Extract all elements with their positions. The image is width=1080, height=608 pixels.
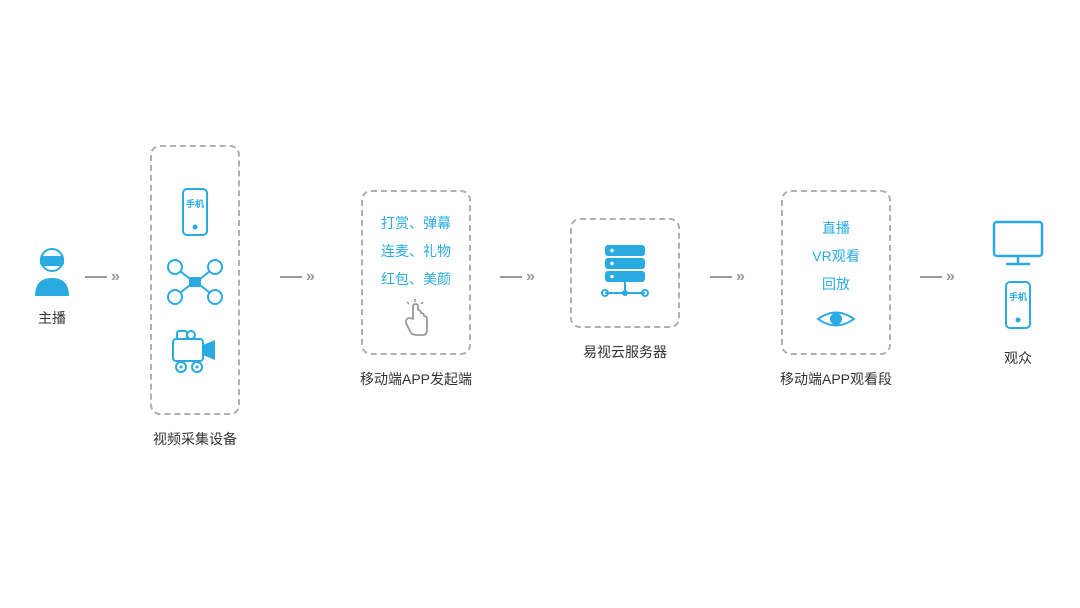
node-app-sender: 打赏、弹幕 连麦、礼物 红包、美颜 移动端APP发起端 (360, 190, 472, 389)
node-capture-label: 视频采集设备 (153, 429, 237, 449)
camera-icon (167, 327, 223, 373)
node-server-label: 易视云服务器 (583, 342, 667, 362)
svg-text:手机: 手机 (1009, 291, 1027, 302)
node-app-viewer-label: 移动端APP观看段 (780, 369, 892, 389)
feature-0: 打赏、弹幕 (381, 209, 451, 237)
person-vr-icon (30, 248, 74, 298)
node-capture: 手机 视频采集设备 (150, 145, 240, 449)
arrow-4: » (920, 268, 951, 286)
app-viewer-box: 直播 VR观看 回放 (781, 190, 891, 355)
feature-1: 连麦、礼物 (381, 237, 451, 265)
node-host: 主播 (30, 248, 74, 328)
app-sender-box: 打赏、弹幕 连麦、礼物 红包、美颜 (361, 190, 471, 355)
arrow-3: » (710, 268, 741, 286)
server-box (570, 218, 680, 328)
feature-2: 红包、美颜 (381, 265, 451, 293)
viewer-feature-2: 回放 (822, 270, 850, 298)
node-app-sender-label: 移动端APP发起端 (360, 369, 472, 389)
node-audience: 手机 观众 (990, 218, 1046, 368)
node-audience-label: 观众 (1004, 348, 1032, 368)
server-icon (597, 241, 653, 305)
arrow-1: » (280, 268, 311, 286)
phone-icon: 手机 (1003, 280, 1033, 330)
node-server: 易视云服务器 (570, 218, 680, 362)
drone-icon (165, 257, 225, 307)
monitor-icon (990, 218, 1046, 268)
svg-text:手机: 手机 (186, 198, 204, 209)
arrow-2: » (500, 268, 531, 286)
node-app-viewer: 直播 VR观看 回放 移动端APP观看段 (780, 190, 892, 389)
capture-box: 手机 (150, 145, 240, 415)
viewer-feature-0: 直播 (822, 214, 850, 242)
arrow-0: » (85, 268, 116, 286)
viewer-feature-1: VR观看 (812, 242, 859, 270)
tap-icon (399, 299, 433, 337)
node-host-label: 主播 (38, 308, 66, 328)
eye-icon (816, 306, 856, 332)
phone-icon: 手机 (180, 187, 210, 237)
